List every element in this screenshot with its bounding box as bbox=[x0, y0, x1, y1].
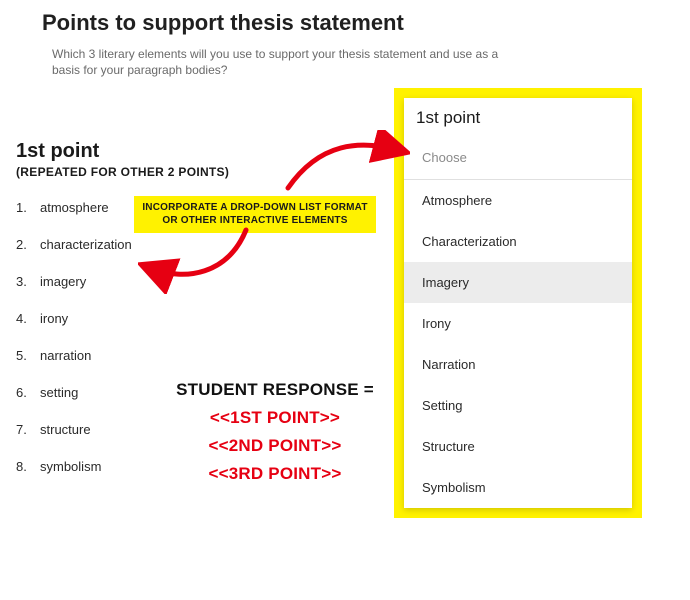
list-item-number: 2. bbox=[16, 237, 30, 252]
arrow-to-dropdown-icon bbox=[280, 130, 410, 200]
response-line-1: <<1ST POINT>> bbox=[160, 408, 390, 428]
dropdown-option[interactable]: Atmosphere bbox=[404, 180, 632, 221]
callout-line: INCORPORATE A DROP-DOWN LIST FORMAT bbox=[142, 202, 368, 215]
section-heading: 1st point bbox=[16, 140, 276, 163]
page-title: Points to support thesis statement bbox=[0, 0, 690, 42]
section-subheading: (REPEATED FOR OTHER 2 POINTS) bbox=[16, 165, 276, 179]
list-item-label: irony bbox=[40, 311, 68, 326]
list-item-number: 4. bbox=[16, 311, 30, 326]
question-prompt: Which 3 literary elements will you use t… bbox=[0, 42, 560, 78]
list-item-label: symbolism bbox=[40, 459, 101, 474]
dropdown-option[interactable]: Setting bbox=[404, 385, 632, 426]
list-item-label: structure bbox=[40, 422, 91, 437]
list-item-number: 8. bbox=[16, 459, 30, 474]
list-item-number: 3. bbox=[16, 274, 30, 289]
list-item: 3. imagery bbox=[16, 263, 276, 300]
list-item-number: 1. bbox=[16, 200, 30, 215]
dropdown-option[interactable]: Structure bbox=[404, 426, 632, 467]
list-item-label: atmosphere bbox=[40, 200, 109, 215]
dropdown-option[interactable]: Irony bbox=[404, 303, 632, 344]
dropdown-option[interactable]: Characterization bbox=[404, 221, 632, 262]
dropdown-card: 1st point Choose AtmosphereCharacterizat… bbox=[404, 98, 632, 508]
list-item: 5. narration bbox=[16, 337, 276, 374]
response-line-2: <<2ND POINT>> bbox=[160, 436, 390, 456]
list-item-number: 7. bbox=[16, 422, 30, 437]
student-response-block: STUDENT RESPONSE = <<1ST POINT>> <<2ND P… bbox=[160, 380, 390, 492]
list-item: 4. irony bbox=[16, 300, 276, 337]
list-item-number: 6. bbox=[16, 385, 30, 400]
response-title: STUDENT RESPONSE = bbox=[160, 380, 390, 400]
response-line-3: <<3RD POINT>> bbox=[160, 464, 390, 484]
dropdown-placeholder[interactable]: Choose bbox=[404, 136, 632, 180]
callout-annotation: INCORPORATE A DROP-DOWN LIST FORMAT OR O… bbox=[134, 196, 376, 233]
callout-line: OR OTHER INTERACTIVE ELEMENTS bbox=[142, 215, 368, 228]
dropdown-options: AtmosphereCharacterizationImageryIronyNa… bbox=[404, 180, 632, 508]
list-item-label: characterization bbox=[40, 237, 132, 252]
dropdown-title: 1st point bbox=[404, 98, 632, 136]
dropdown-option[interactable]: Narration bbox=[404, 344, 632, 385]
dropdown-option[interactable]: Imagery bbox=[404, 262, 632, 303]
dropdown-panel: 1st point Choose AtmosphereCharacterizat… bbox=[394, 88, 642, 518]
dropdown-option[interactable]: Symbolism bbox=[404, 467, 632, 508]
list-item-number: 5. bbox=[16, 348, 30, 363]
list-item-label: narration bbox=[40, 348, 91, 363]
list-item-label: setting bbox=[40, 385, 78, 400]
list-item-label: imagery bbox=[40, 274, 86, 289]
